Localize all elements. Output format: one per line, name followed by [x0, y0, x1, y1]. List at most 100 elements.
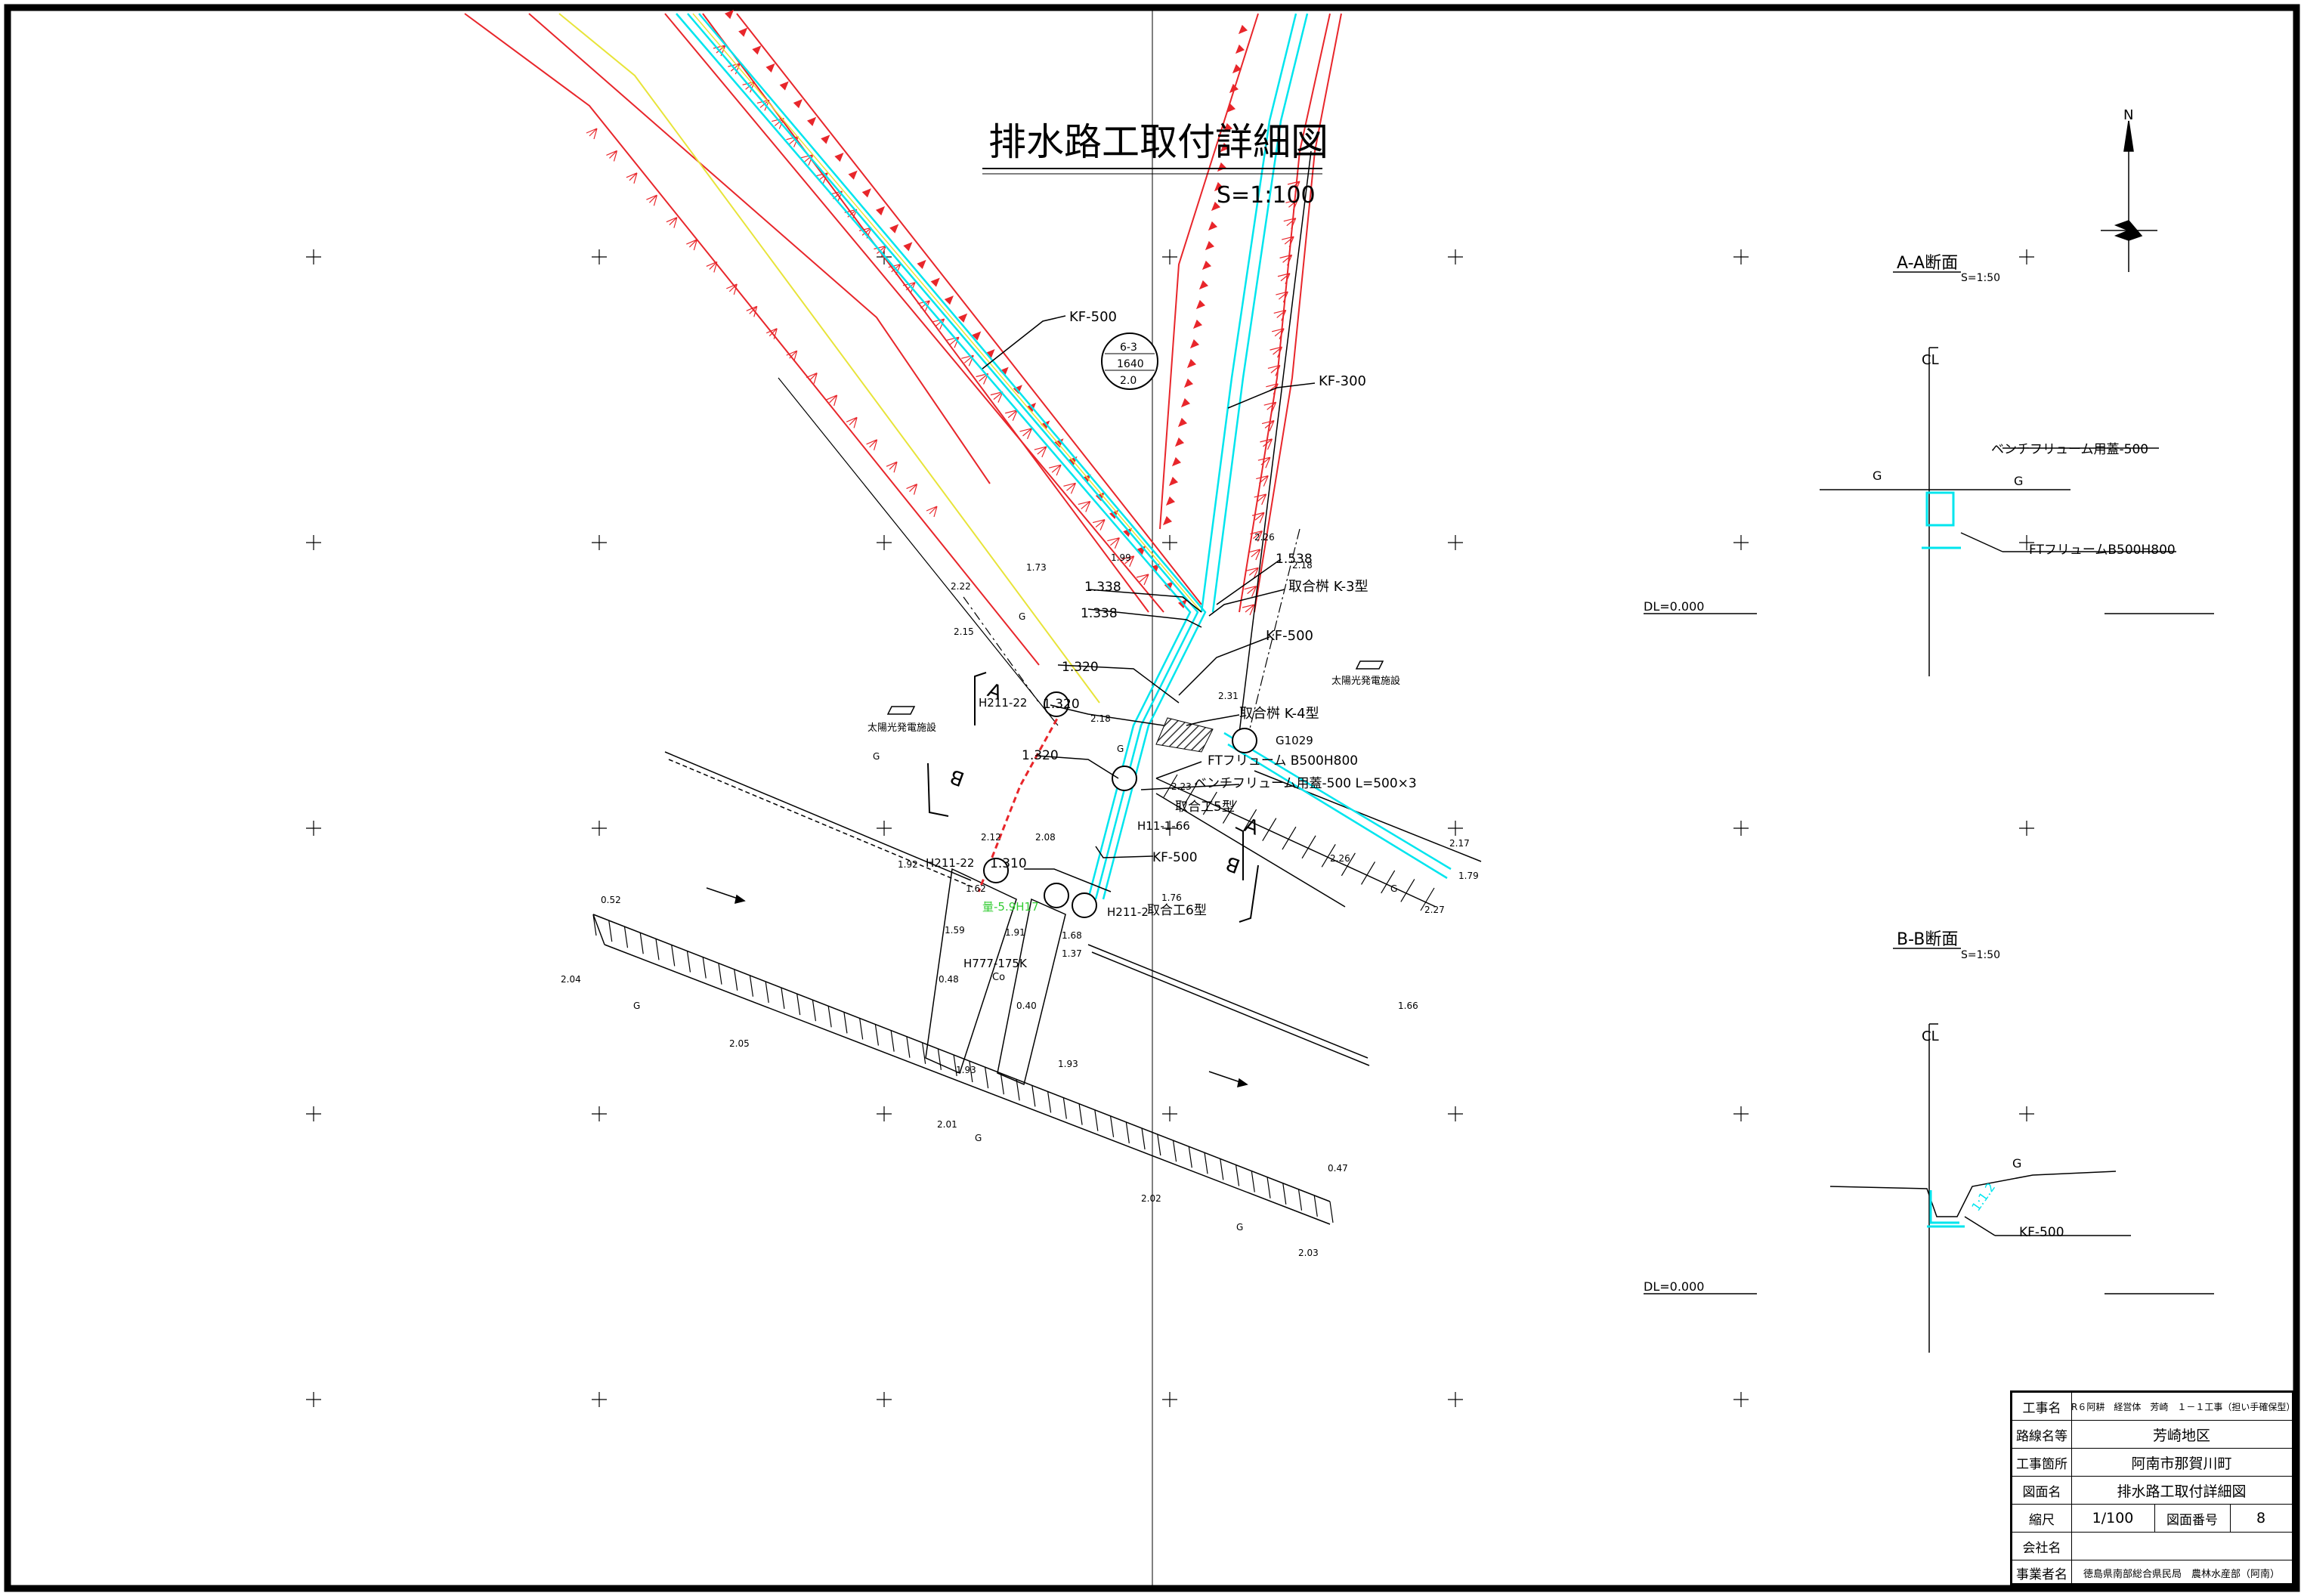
- slope-hachure: [1277, 273, 1291, 284]
- slope-tooth: [903, 242, 913, 252]
- leader-lines: [982, 315, 1316, 892]
- spot-elevation: 1.93: [956, 1065, 976, 1075]
- slope-hachure: [1019, 428, 1033, 440]
- tb-value-sheet-no: 8: [2256, 1510, 2266, 1526]
- road-tick: [1047, 1091, 1052, 1113]
- spot-elevation: 1.73: [1026, 562, 1047, 573]
- section-bb-slope: 1:1.2: [1968, 1180, 1998, 1214]
- slope-hachure: [1063, 482, 1077, 494]
- section-bb-scale: S=1:50: [1961, 949, 2000, 961]
- spot-elevation: 2.12: [981, 832, 1001, 843]
- slope-hachure: [786, 350, 798, 362]
- slope-hachure: [1048, 464, 1062, 476]
- tb-row-drawing: 図面名 排水路工取付詳細図: [2012, 1477, 2292, 1505]
- slope-tooth: [1232, 63, 1242, 74]
- slope-hachure: [746, 305, 758, 317]
- tb-value-owner: 徳島県南部総合県民局 農林水産部（阿南）: [2083, 1569, 2280, 1580]
- spot-elevation: 2.02: [1141, 1193, 1161, 1204]
- slope-tooth: [1186, 358, 1197, 369]
- spot-elevation: G: [1019, 611, 1025, 622]
- slope-tooth: [944, 295, 954, 305]
- slope-hachure: [1242, 604, 1255, 616]
- road-tick: [749, 975, 754, 997]
- road-tick: [1262, 818, 1277, 842]
- red-dashed-line: [977, 710, 1063, 892]
- section-aa-cover: ベンチフリューム用蓋-500: [1991, 442, 2148, 457]
- road-tick: [1251, 1171, 1255, 1192]
- road-tick: [906, 1036, 911, 1058]
- road-tick: [1000, 1073, 1004, 1095]
- slope-hachure: [1256, 475, 1269, 487]
- slope-hachure: [1279, 254, 1293, 266]
- tb-value-scale: 1/100: [2071, 1505, 2155, 1532]
- spot-elevation: 1.93: [1058, 1059, 1078, 1069]
- slope-hachure: [1250, 530, 1263, 542]
- culvert: [925, 868, 1066, 1086]
- road-tick: [1016, 1079, 1020, 1101]
- slope-tooth: [1180, 397, 1191, 408]
- road-tick: [843, 1012, 848, 1034]
- road-tick: [639, 933, 644, 954]
- section-aa-title: A-A断面: [1897, 254, 1958, 273]
- road-tick: [1220, 1158, 1224, 1180]
- spot-elevation: 2.15: [954, 626, 974, 637]
- road-embankment-left: [464, 13, 1202, 666]
- slope-hachure: [1121, 555, 1135, 568]
- lvl-1320c: 1.320: [1022, 748, 1059, 763]
- section-aa-flume: FTフリュームB500H800: [2029, 543, 2176, 558]
- slope-hachure: [728, 63, 741, 75]
- tb-label-company: 会社名: [2012, 1533, 2072, 1560]
- slope-tooth: [917, 259, 926, 269]
- slope-tooth: [1235, 44, 1245, 54]
- spot-elevation: 1.76: [1161, 892, 1182, 903]
- slope-hachure: [1257, 456, 1271, 469]
- spot-elevation: 2.27: [1424, 905, 1445, 915]
- slope-hachure: [1251, 512, 1265, 524]
- slope-hachure: [1246, 567, 1259, 579]
- slope-hachure: [1244, 586, 1257, 597]
- tb-row-project: 工事名 R６阿耕 経営体 芳崎 １－１工事（担い手確保型）: [2012, 1393, 2296, 1421]
- slope-hachure: [1285, 199, 1298, 211]
- spot-elevation: 1.37: [1062, 948, 1082, 959]
- road-tick: [1163, 774, 1178, 798]
- slope-tooth: [724, 9, 734, 20]
- slope-tooth: [958, 313, 968, 323]
- tb-row-route: 路線名等 芳崎地区: [2012, 1421, 2292, 1449]
- slope-hachure: [990, 391, 1004, 403]
- section-markers: [927, 672, 1259, 923]
- section-mark-b-right: B: [1223, 851, 1243, 877]
- slope-hachures-right: [1162, 24, 1300, 616]
- hatched-structure: [1155, 717, 1214, 753]
- spot-elevation: 1.62: [966, 883, 986, 894]
- road-tick: [781, 987, 785, 1010]
- slope-hachure: [1078, 500, 1091, 512]
- road-tick: [1282, 1183, 1287, 1205]
- tb-value-project: R６阿耕 経営体 芳崎 １－１工事（担い手確保型）: [2071, 1401, 2296, 1412]
- spot-elevation: G: [1236, 1222, 1243, 1233]
- road-tick: [1381, 870, 1396, 894]
- lvl-1338a: 1.338: [1084, 580, 1121, 595]
- road-tick: [1420, 887, 1435, 911]
- road-tick: [1361, 861, 1376, 885]
- field-edge-dash: [963, 596, 1040, 704]
- slope-hachure: [1107, 537, 1120, 549]
- road-tick: [1313, 1195, 1318, 1217]
- section-mark-a-right: A: [1242, 814, 1262, 840]
- road-tick: [1172, 1140, 1177, 1162]
- road-tick: [859, 1018, 864, 1040]
- road-lower: [592, 751, 1370, 1225]
- road-tick: [734, 969, 738, 991]
- slope-tooth: [1217, 162, 1227, 172]
- road-tick: [1282, 826, 1297, 850]
- road-tick: [1341, 852, 1356, 877]
- slope-hachure: [1005, 410, 1018, 421]
- slope-tooth: [1220, 142, 1230, 153]
- slope-tooth: [821, 135, 830, 144]
- road-tick: [765, 981, 769, 1004]
- tb-value-company: [2071, 1533, 2292, 1560]
- spot-elevation: 2.01: [937, 1119, 957, 1130]
- spot-elevations: 2.22 2.15 1.73 2.18 1.99 2.26 2.18 2.31 2.23 2.12…: [561, 532, 1479, 1258]
- slope-tooth: [1208, 221, 1218, 231]
- field-edge-line: [778, 377, 1059, 726]
- label-bench-cover: ベンチフリューム用蓋-500 L=500×3: [1194, 776, 1417, 791]
